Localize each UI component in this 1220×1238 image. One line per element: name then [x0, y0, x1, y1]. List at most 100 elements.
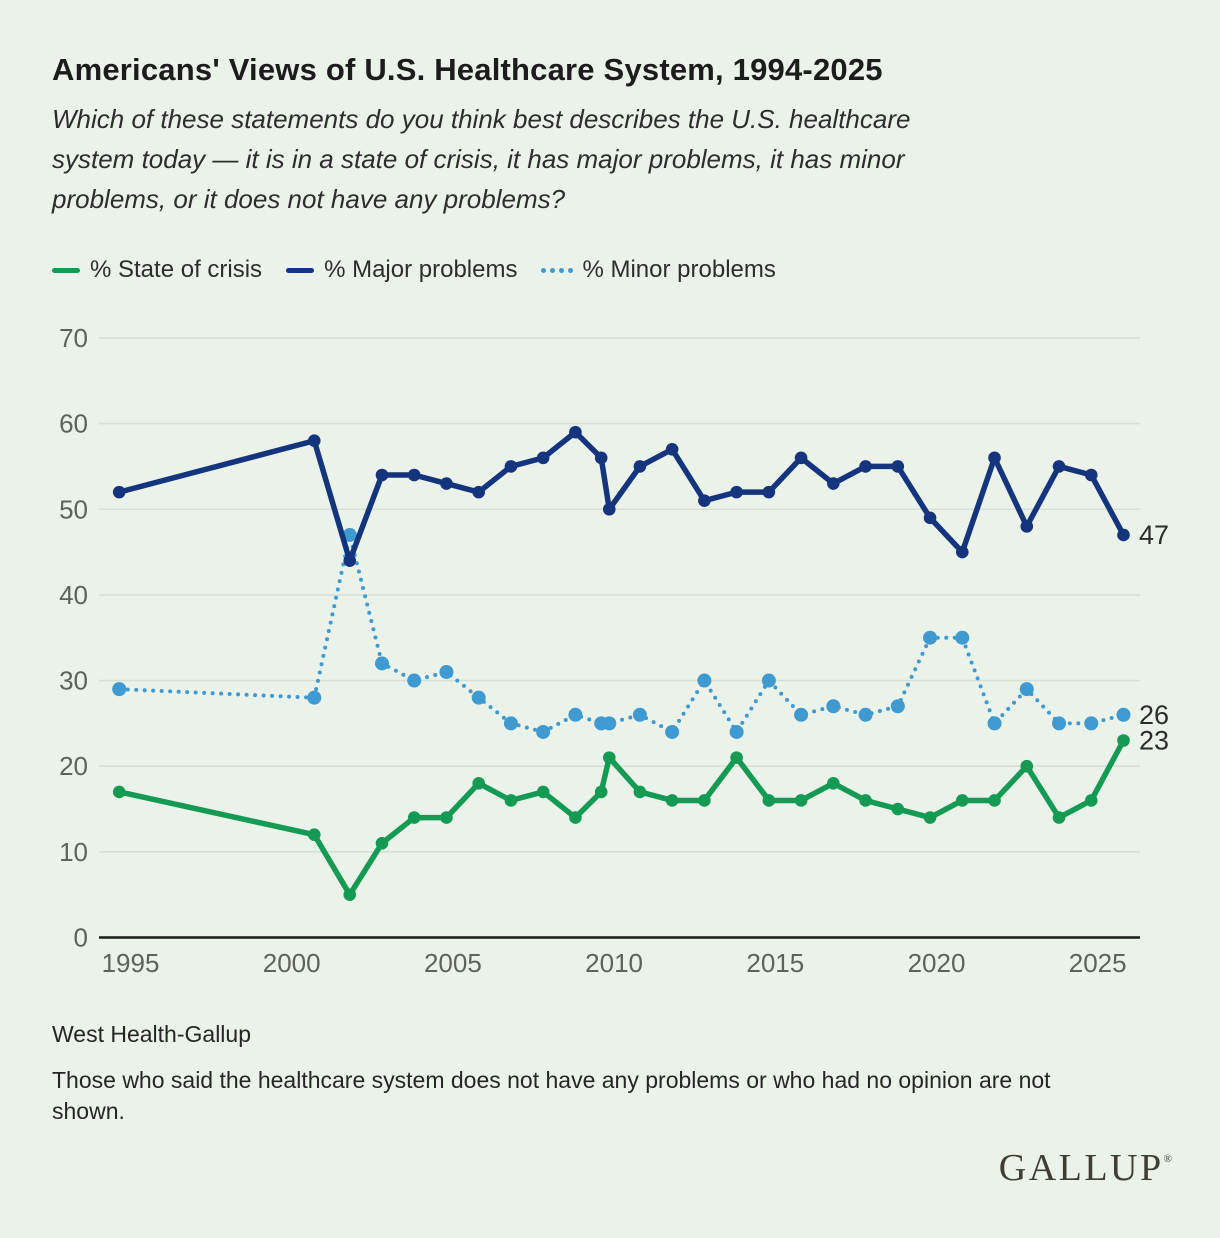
data-point-major — [633, 460, 647, 473]
legend-item-minor-problems: % Minor problems — [541, 256, 776, 284]
y-tick-label: 10 — [59, 837, 88, 867]
data-point-minor — [826, 699, 841, 714]
data-point-major — [504, 460, 518, 473]
data-point-crisis — [762, 794, 776, 807]
data-point-crisis — [1084, 794, 1098, 807]
data-point-crisis — [594, 785, 608, 799]
data-point-major — [569, 425, 582, 439]
legend-item-major-problems: % Major problems — [286, 256, 517, 284]
data-point-minor — [890, 699, 905, 714]
data-point-crisis — [1117, 734, 1130, 747]
data-point-minor — [374, 656, 389, 671]
data-point-crisis — [569, 811, 582, 824]
legend-label: % Minor problems — [582, 256, 776, 283]
data-point-minor — [439, 664, 454, 679]
data-point-major — [1084, 468, 1098, 482]
data-point-minor — [1052, 716, 1067, 731]
series-line-major — [118, 429, 1126, 564]
x-tick-label: 2025 — [1069, 948, 1127, 978]
data-point-minor — [923, 630, 938, 645]
data-point-crisis — [536, 785, 550, 799]
y-tick-label: 0 — [74, 923, 88, 953]
legend-label: % Major problems — [324, 256, 518, 283]
legend-label: % State of crisis — [90, 256, 263, 283]
data-point-crisis — [1020, 759, 1034, 773]
series-line-minor — [117, 532, 1126, 734]
data-point-minor — [955, 630, 970, 645]
crisis-line-swatch — [52, 267, 80, 273]
chart-subtitle: Which of these statements do you think b… — [52, 104, 911, 214]
data-point-minor — [602, 716, 617, 731]
y-tick-label: 20 — [59, 751, 88, 781]
data-point-major — [762, 485, 776, 499]
major-line-swatch — [286, 267, 315, 273]
data-point-major — [698, 494, 711, 507]
data-point-major — [665, 442, 679, 456]
x-tick-label: 2000 — [263, 948, 321, 978]
data-point-crisis — [1052, 811, 1066, 824]
data-point-crisis — [112, 785, 126, 799]
data-point-crisis — [602, 751, 616, 764]
data-point-crisis — [923, 811, 937, 824]
data-point-major — [343, 554, 357, 567]
data-point-minor — [568, 707, 583, 722]
minor-dotted-swatch — [541, 267, 574, 273]
data-point-major — [472, 485, 485, 499]
footnote: Those who said the healthcare system doe… — [52, 1067, 1051, 1124]
data-point-crisis — [343, 888, 357, 901]
data-point-crisis — [955, 794, 969, 807]
gallup-wordmark: GALLUP — [998, 1147, 1164, 1189]
x-tick-label: 1995 — [102, 948, 160, 978]
data-point-major — [602, 502, 616, 516]
data-point-major — [859, 460, 872, 473]
end-value-label-crisis: 23 — [1139, 726, 1169, 756]
gallup-logo: GALLUP® — [999, 1146, 1172, 1190]
data-point-crisis — [859, 794, 872, 807]
data-point-major — [1020, 520, 1034, 533]
data-point-minor — [407, 673, 422, 688]
data-point-minor — [342, 527, 357, 542]
data-point-major — [923, 511, 937, 525]
y-tick-label: 40 — [59, 580, 88, 610]
end-value-label-major: 47 — [1139, 520, 1169, 550]
end-value-label-minor: 26 — [1139, 700, 1169, 730]
data-point-minor — [471, 690, 486, 705]
data-point-major — [1117, 528, 1130, 542]
data-point-major — [988, 451, 1001, 465]
data-point-crisis — [665, 794, 679, 807]
data-point-crisis — [472, 777, 485, 790]
data-point-minor — [665, 724, 680, 739]
data-point-major — [1052, 460, 1066, 473]
data-point-minor — [987, 716, 1002, 731]
y-tick-label: 30 — [59, 666, 88, 696]
data-point-minor — [536, 724, 551, 739]
data-point-minor — [697, 673, 712, 688]
data-point-crisis — [730, 751, 743, 764]
data-point-minor — [632, 707, 647, 722]
data-point-crisis — [407, 811, 421, 824]
data-point-major — [375, 468, 389, 482]
data-point-crisis — [504, 794, 518, 807]
data-point-crisis — [988, 794, 1001, 807]
data-point-major — [307, 434, 321, 448]
page-title: Americans' Views of U.S. Healthcare Syst… — [52, 52, 883, 87]
data-point-crisis — [307, 828, 321, 842]
data-point-minor — [307, 690, 322, 705]
data-point-crisis — [794, 794, 808, 807]
data-point-crisis — [440, 811, 453, 824]
data-point-minor — [761, 673, 776, 688]
data-point-major — [955, 545, 969, 559]
data-point-major — [407, 468, 421, 482]
data-point-minor — [858, 707, 873, 722]
source-label: West Health-Gallup — [52, 1021, 251, 1047]
legend-item-state-of-crisis: % State of crisis — [52, 256, 262, 284]
data-point-crisis — [891, 802, 905, 816]
data-point-major — [594, 451, 608, 465]
series-line-crisis — [118, 739, 1126, 898]
legend: % State of crisis % Major problems % Min… — [52, 254, 776, 286]
data-point-major — [440, 477, 453, 490]
data-point-crisis — [827, 777, 840, 790]
x-tick-label: 2015 — [746, 948, 804, 978]
data-point-minor — [794, 707, 809, 722]
